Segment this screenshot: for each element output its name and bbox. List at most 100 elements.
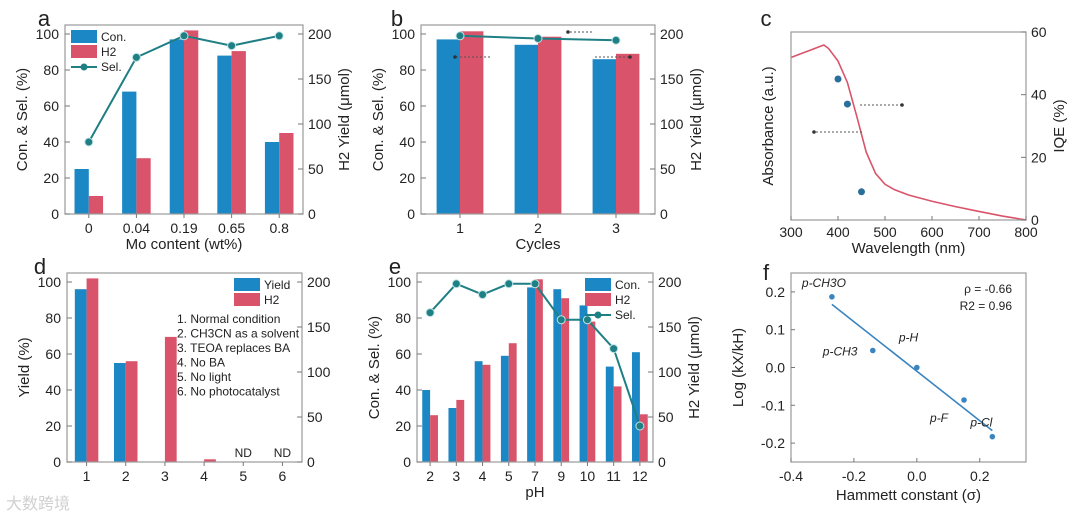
bar-con-2 [514, 44, 538, 214]
x-tick-label: 4 [479, 468, 487, 484]
x-tick-label: 2 [534, 220, 542, 236]
sel-point-5 [504, 279, 514, 289]
legend-label: Sel. [101, 60, 122, 74]
fit-stat: R2 = 0.96 [960, 299, 1013, 313]
x-tick-label: 3 [452, 468, 460, 484]
sel-point-9 [556, 315, 566, 325]
sel-point-3 [451, 279, 461, 289]
x-tick-label: 1 [83, 468, 91, 484]
sel-point-0 [84, 137, 94, 147]
bar-con-1 [436, 39, 460, 215]
x-tick-label: -0.2 [842, 468, 866, 484]
point-label: p-Cl [969, 416, 992, 430]
sel-point-4 [478, 290, 488, 300]
bar-h2-3 [456, 399, 465, 462]
legend-label: Con. [101, 30, 126, 44]
y-tick-label: 40 [45, 382, 61, 398]
y2-tick-label: 40 [1031, 87, 1047, 103]
panel-label-b: b [391, 6, 403, 31]
y2-tick-label: 150 [307, 319, 331, 335]
x-tick-label: 10 [580, 468, 596, 484]
sel-point-3 [611, 35, 621, 45]
plot-frame [790, 31, 1027, 221]
y-tick-label: 60 [395, 346, 411, 362]
x-tick-label: 0 [85, 220, 93, 236]
y-tick-label: 0.1 [766, 322, 786, 338]
y-axis-label: Log (kX/kH) [730, 328, 747, 407]
x-axis-label: pH [525, 484, 544, 501]
bar-h2-4 [482, 364, 491, 462]
y-axis-label: Con. & Sel. (%) [14, 68, 31, 171]
bar-h2-2 [538, 36, 562, 215]
bar-h2-10 [587, 321, 596, 462]
y2-tick-label: 50 [658, 409, 674, 425]
y2-tick-label: 0 [660, 206, 668, 222]
y2-tick-label: 200 [658, 274, 682, 290]
legend-swatch-1 [585, 293, 611, 306]
x-tick-label: 0.04 [123, 220, 150, 236]
bar-h2-5 [508, 343, 517, 462]
bar-h2-1 [460, 31, 484, 214]
y-tick-label: 100 [38, 274, 62, 290]
condition-item: 1. Normal condition [177, 312, 280, 326]
y-axis-label: Yield (%) [16, 337, 33, 397]
y2-axis-label: IQE (%) [1051, 99, 1068, 152]
y2-tick-label: 100 [308, 116, 332, 132]
x-tick-label: 3 [612, 220, 620, 236]
y2-tick-label: 50 [660, 161, 676, 177]
y-tick-label: 20 [45, 418, 61, 434]
iqe-point [834, 75, 842, 83]
y-tick-label: 0 [407, 206, 415, 222]
bar-con-9 [553, 289, 562, 462]
iqe-point [843, 100, 851, 108]
bar-con-12 [632, 352, 640, 462]
y2-tick-label: 20 [1031, 149, 1047, 165]
bar-con-5 [500, 355, 509, 462]
y2-tick-label: 0 [308, 206, 316, 222]
legend-label: Yield [264, 278, 290, 292]
y-tick-label: 0 [51, 206, 59, 222]
y-tick-label: 60 [45, 346, 61, 362]
nd-annotation: ND [235, 446, 253, 460]
bar-con-2 [422, 390, 431, 462]
y2-tick-label: 200 [307, 274, 331, 290]
y2-tick-label: 100 [658, 364, 682, 380]
x-tick-label: 0.0 [907, 468, 927, 484]
sel-point-11 [609, 344, 619, 354]
x-tick-label: 9 [557, 468, 565, 484]
y-tick-label: 100 [392, 26, 416, 42]
bar-con-11 [605, 366, 614, 462]
arrow-head [812, 130, 816, 134]
y2-tick-label: 200 [308, 26, 332, 42]
data-point [914, 364, 920, 371]
x-tick-label: 5 [239, 468, 247, 484]
arrow-head [566, 30, 570, 34]
legend-label: Sel. [615, 308, 636, 322]
legend-label: H2 [101, 45, 117, 59]
y2-tick-label: 50 [307, 409, 323, 425]
data-point [989, 433, 996, 440]
y2-tick-label: 150 [658, 319, 682, 335]
y-axis-label: Absorbance (a.u.) [760, 66, 777, 185]
x-tick-label: 500 [873, 224, 897, 240]
x-axis-label: Cycles [515, 236, 560, 253]
y-tick-label: 100 [388, 274, 412, 290]
x-tick-label: 0.65 [218, 220, 245, 236]
x-tick-label: 2 [426, 468, 434, 484]
watermark-logo: 大数跨境 [6, 494, 70, 513]
x-axis-label: Mo content (wt%) [126, 236, 243, 253]
bar-h2-9 [561, 298, 570, 462]
bar-h2-3 [164, 336, 177, 462]
iqe-point [858, 188, 865, 196]
bar-h2-12 [639, 414, 648, 462]
bar-h2-0.8 [279, 133, 294, 214]
arrow-head [900, 103, 904, 107]
sel-point-0.19 [179, 31, 189, 41]
bar-con-0.8 [264, 142, 280, 214]
point-label: p-CH3O [801, 276, 846, 290]
sel-point-7 [530, 279, 540, 289]
y-tick-label: 80 [395, 310, 411, 326]
arrow-head [453, 55, 457, 59]
bar-h2-1 [86, 278, 99, 462]
